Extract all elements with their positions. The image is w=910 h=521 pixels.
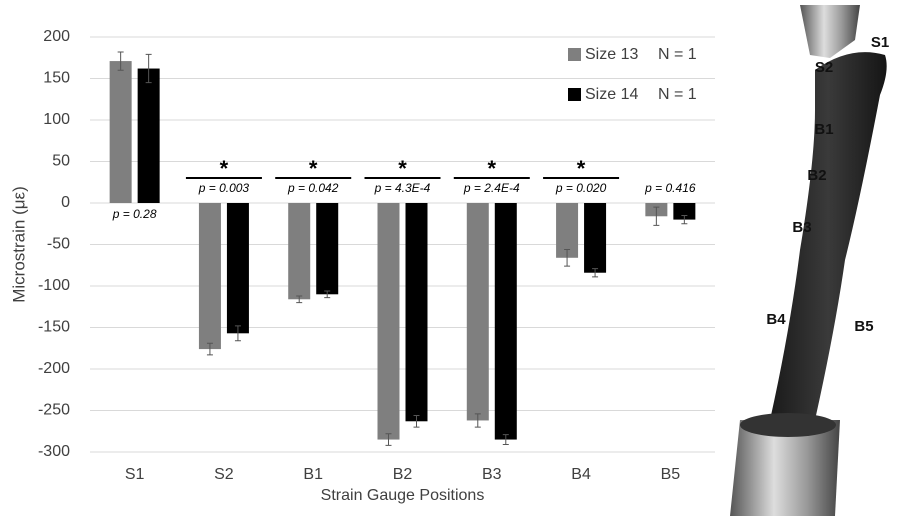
y-tick-label: 0 (61, 194, 70, 211)
y-tick-label: -300 (38, 443, 70, 460)
photo (722, 0, 910, 516)
gauge-label: B1 (814, 121, 833, 138)
x-tick-label: B3 (482, 466, 502, 483)
p-value: p = 2.4E-4 (463, 181, 520, 195)
bar (584, 203, 606, 273)
p-value: p = 4.3E-4 (374, 181, 431, 195)
chart: -300 -250 -200 -150 -100 -50 0 50 100 150 200 Micro… (0, 0, 910, 516)
bar (138, 69, 160, 203)
gauge-label: B5 (854, 318, 873, 335)
gauge-label: B2 (807, 167, 826, 184)
y-tick-label: 50 (52, 153, 70, 170)
bar (378, 203, 400, 440)
significance-mark: * (398, 156, 407, 181)
bar (110, 61, 132, 203)
legend-swatch (568, 88, 581, 101)
bar (467, 203, 489, 420)
p-value: p = 0.416 (644, 181, 696, 195)
p-value: p = 0.28 (112, 207, 157, 221)
significance-mark: * (220, 156, 229, 181)
p-value: p = 0.042 (287, 181, 339, 195)
bar (227, 203, 249, 333)
x-axis-title: Strain Gauge Positions (321, 487, 485, 504)
bar (199, 203, 221, 349)
bar (288, 203, 310, 299)
gauge-label: S2 (815, 59, 833, 76)
legend-label: Size 14 (585, 86, 638, 103)
x-tick-label: B1 (303, 466, 323, 483)
legend-label: Size 13 (585, 46, 638, 63)
legend-swatch (568, 48, 581, 61)
bar (406, 203, 428, 421)
bar (316, 203, 338, 294)
y-tick-label: -100 (38, 277, 70, 294)
y-tick-label: -150 (38, 319, 70, 336)
p-value: p = 0.020 (555, 181, 607, 195)
x-tick-label: B2 (393, 466, 413, 483)
y-tick-label: -50 (47, 236, 70, 253)
legend-note: N = 1 (658, 46, 697, 63)
fixture-rim (740, 413, 836, 437)
y-tick-label: 200 (43, 28, 70, 45)
p-value: p = 0.003 (198, 181, 250, 195)
significance-mark: * (309, 156, 318, 181)
y-tick-label: -200 (38, 360, 70, 377)
y-tick-label: -250 (38, 402, 70, 419)
bar (495, 203, 517, 440)
x-tick-label: B4 (571, 466, 591, 483)
y-tick-label: 150 (43, 70, 70, 87)
x-tick-label: S1 (125, 466, 145, 483)
x-tick-label: S2 (214, 466, 234, 483)
gauge-label: B3 (792, 219, 811, 236)
y-axis-title: Microstrain (με) (9, 186, 28, 303)
significance-mark: * (488, 156, 497, 181)
legend-note: N = 1 (658, 86, 697, 103)
gauge-label: B4 (766, 311, 786, 328)
gauge-label: S1 (871, 34, 889, 51)
x-tick-label: B5 (661, 466, 681, 483)
significance-mark: * (577, 156, 586, 181)
y-tick-label: 100 (43, 111, 70, 128)
